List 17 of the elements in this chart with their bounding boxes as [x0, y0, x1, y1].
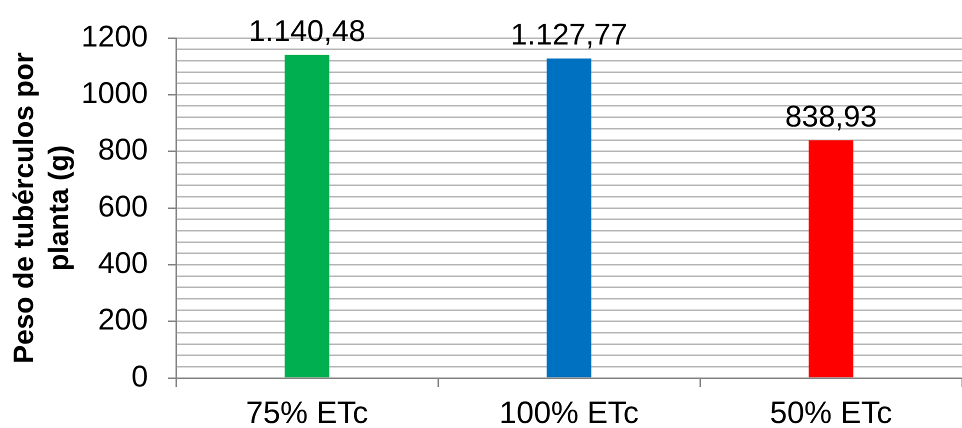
bar [546, 58, 592, 378]
y-tick-label: 1000 [81, 76, 148, 110]
y-axis-title: Peso de tubérculos por planta (g) [8, 52, 74, 364]
y-tick-label: 800 [98, 134, 148, 167]
y-tick-label: 1200 [81, 20, 148, 54]
bar [284, 54, 330, 378]
data-label: 1.140,48 [248, 14, 366, 48]
data-label: 838,93 [785, 100, 877, 134]
x-tick-label: 75% ETc [246, 395, 368, 428]
x-tick-label: 50% ETc [770, 395, 892, 428]
data-label: 1.127,77 [510, 18, 628, 52]
y-tick-label: 400 [98, 246, 148, 280]
x-tick-label: 100% ETc [499, 395, 639, 428]
y-tick-label: 600 [98, 190, 148, 224]
bar [808, 140, 854, 378]
y-tick-label: 200 [98, 304, 148, 337]
y-tick-label: 0 [131, 360, 148, 394]
